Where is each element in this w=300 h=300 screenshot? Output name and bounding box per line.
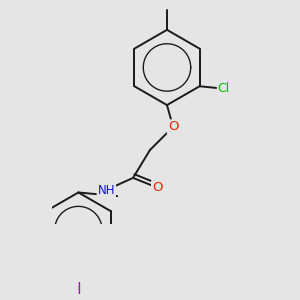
Text: I: I <box>76 282 81 297</box>
Text: O: O <box>152 181 163 194</box>
Text: NH: NH <box>98 184 115 196</box>
Text: O: O <box>168 120 178 134</box>
Text: Cl: Cl <box>218 82 230 95</box>
